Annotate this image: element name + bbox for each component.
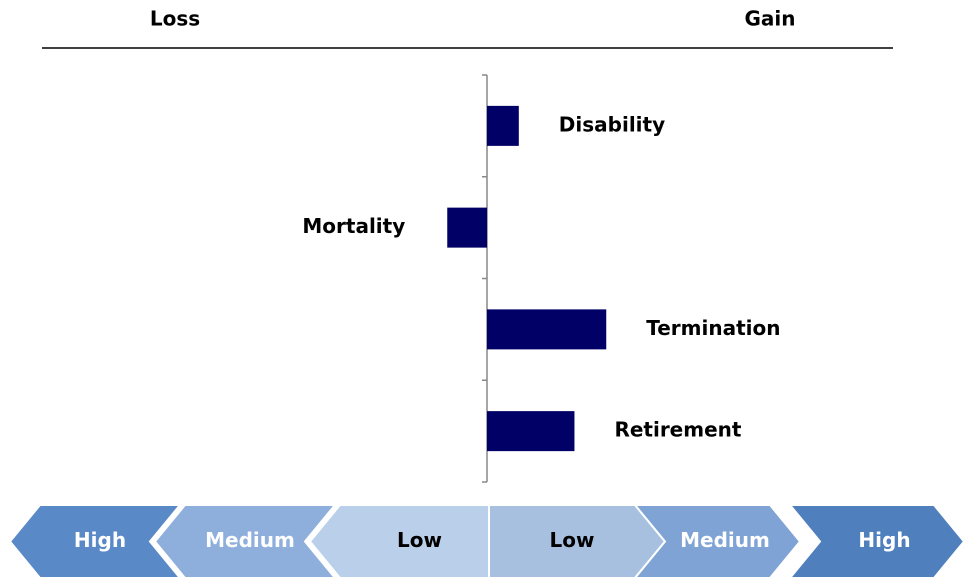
scale-label: Low [397, 528, 442, 552]
scale-chevron [787, 504, 964, 579]
scale-label: Medium [205, 528, 295, 552]
bar [487, 105, 519, 146]
category-label: Termination [646, 316, 780, 340]
bar [487, 411, 575, 452]
scale-label: Medium [680, 528, 770, 552]
scale-label: High [74, 528, 126, 552]
loss-label: Loss [150, 7, 200, 31]
category-label: Mortality [302, 214, 405, 238]
scale-label: Low [550, 528, 595, 552]
bar [447, 207, 487, 248]
category-label: Retirement [614, 418, 741, 442]
gain-label: Gain [744, 7, 795, 31]
scale-chevron [632, 504, 802, 579]
scale-label: High [858, 528, 910, 552]
bar [487, 309, 607, 350]
scale-chevron [8, 504, 183, 579]
category-label: Disability [559, 112, 665, 136]
scale-chevron [153, 504, 338, 579]
